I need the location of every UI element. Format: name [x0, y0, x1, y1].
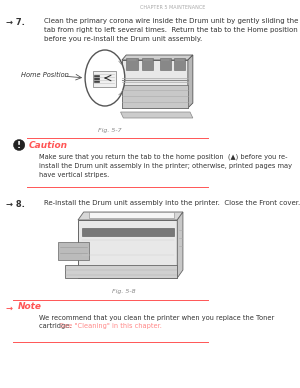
Text: !: ! [17, 140, 21, 149]
Polygon shape [58, 242, 88, 260]
Text: Make sure that you return the tab to the home position  (▲) before you re-
insta: Make sure that you return the tab to the… [39, 154, 292, 177]
Text: → 7.: → 7. [6, 18, 25, 27]
Polygon shape [78, 220, 177, 278]
Polygon shape [142, 58, 153, 70]
Text: Note: Note [18, 302, 42, 311]
Circle shape [85, 50, 125, 106]
Polygon shape [122, 60, 188, 108]
Text: See "Cleaning" in this chapter.: See "Cleaning" in this chapter. [60, 323, 162, 329]
Polygon shape [160, 58, 171, 70]
Polygon shape [122, 85, 188, 108]
Text: →: → [6, 304, 13, 313]
Polygon shape [88, 212, 174, 218]
Text: → 8.: → 8. [6, 200, 25, 209]
Polygon shape [82, 228, 174, 236]
Text: Caution: Caution [28, 141, 68, 150]
Polygon shape [188, 55, 193, 108]
Polygon shape [122, 55, 193, 60]
Text: Home Position: Home Position [21, 72, 69, 78]
Text: Fig. 5-8: Fig. 5-8 [112, 289, 136, 294]
Polygon shape [177, 212, 183, 278]
Text: Clean the primary corona wire inside the Drum unit by gently sliding the blue
ta: Clean the primary corona wire inside the… [44, 18, 300, 42]
Polygon shape [78, 212, 183, 220]
Text: CHAPTER 5 MAINTENANCE: CHAPTER 5 MAINTENANCE [140, 5, 206, 10]
Polygon shape [126, 58, 137, 70]
Polygon shape [174, 58, 185, 70]
Ellipse shape [14, 140, 25, 151]
Text: Fig. 5-7: Fig. 5-7 [98, 128, 122, 133]
Text: Re-install the Drum unit assembly into the printer.  Close the Front cover.: Re-install the Drum unit assembly into t… [44, 200, 300, 206]
Polygon shape [121, 112, 193, 118]
Polygon shape [65, 265, 177, 278]
Polygon shape [94, 75, 99, 82]
Text: We recommend that you clean the printer when you replace the Toner: We recommend that you clean the printer … [39, 315, 274, 321]
Polygon shape [93, 71, 116, 87]
Text: cartridge.: cartridge. [39, 323, 74, 329]
